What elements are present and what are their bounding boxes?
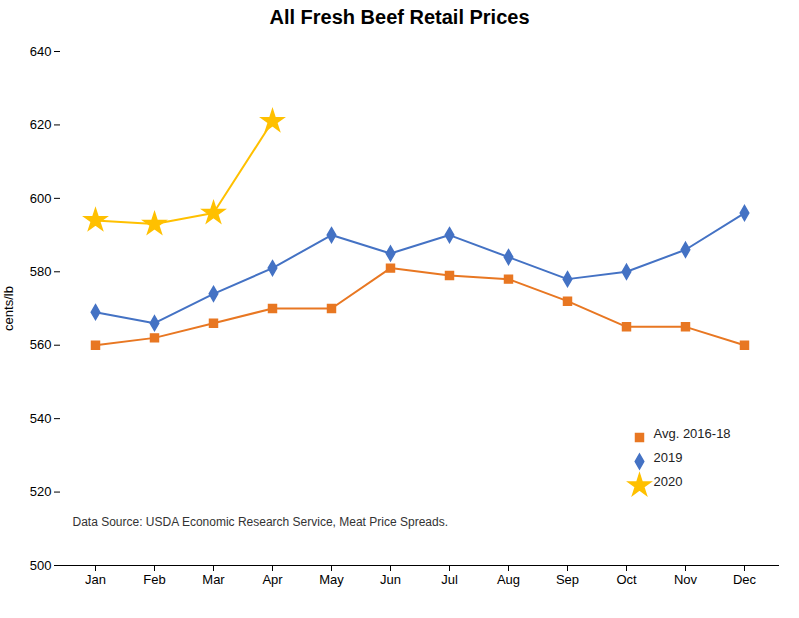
svg-text:600: 600 xyxy=(30,191,52,206)
svg-text:2019: 2019 xyxy=(654,450,683,465)
svg-text:Dec: Dec xyxy=(733,572,757,587)
svg-text:Apr: Apr xyxy=(262,572,283,587)
svg-text:2020: 2020 xyxy=(654,474,683,489)
svg-text:560: 560 xyxy=(30,337,52,352)
svg-text:640: 640 xyxy=(30,44,52,59)
svg-text:Mar: Mar xyxy=(202,572,225,587)
svg-text:Jul: Jul xyxy=(441,572,458,587)
svg-text:620: 620 xyxy=(30,117,52,132)
svg-text:Sep: Sep xyxy=(556,572,579,587)
svg-text:540: 540 xyxy=(30,411,52,426)
svg-text:520: 520 xyxy=(30,484,52,499)
svg-text:Avg. 2016-18: Avg. 2016-18 xyxy=(654,426,731,441)
svg-text:cents/lb: cents/lb xyxy=(1,286,16,331)
svg-text:Data Source: USDA Economic Res: Data Source: USDA Economic Research Serv… xyxy=(73,515,449,529)
html-text:All Fresh Beef Retail Prices: All Fresh Beef Retail Prices xyxy=(269,6,530,28)
svg-text:Jan: Jan xyxy=(85,572,106,587)
svg-text:May: May xyxy=(319,572,344,587)
svg-text:580: 580 xyxy=(30,264,52,279)
svg-text:Nov: Nov xyxy=(674,572,698,587)
svg-text:Oct: Oct xyxy=(616,572,637,587)
svg-text:500: 500 xyxy=(30,558,52,573)
svg-text:Feb: Feb xyxy=(143,572,165,587)
svg-text:Jun: Jun xyxy=(380,572,401,587)
svg-text:Aug: Aug xyxy=(497,572,520,587)
